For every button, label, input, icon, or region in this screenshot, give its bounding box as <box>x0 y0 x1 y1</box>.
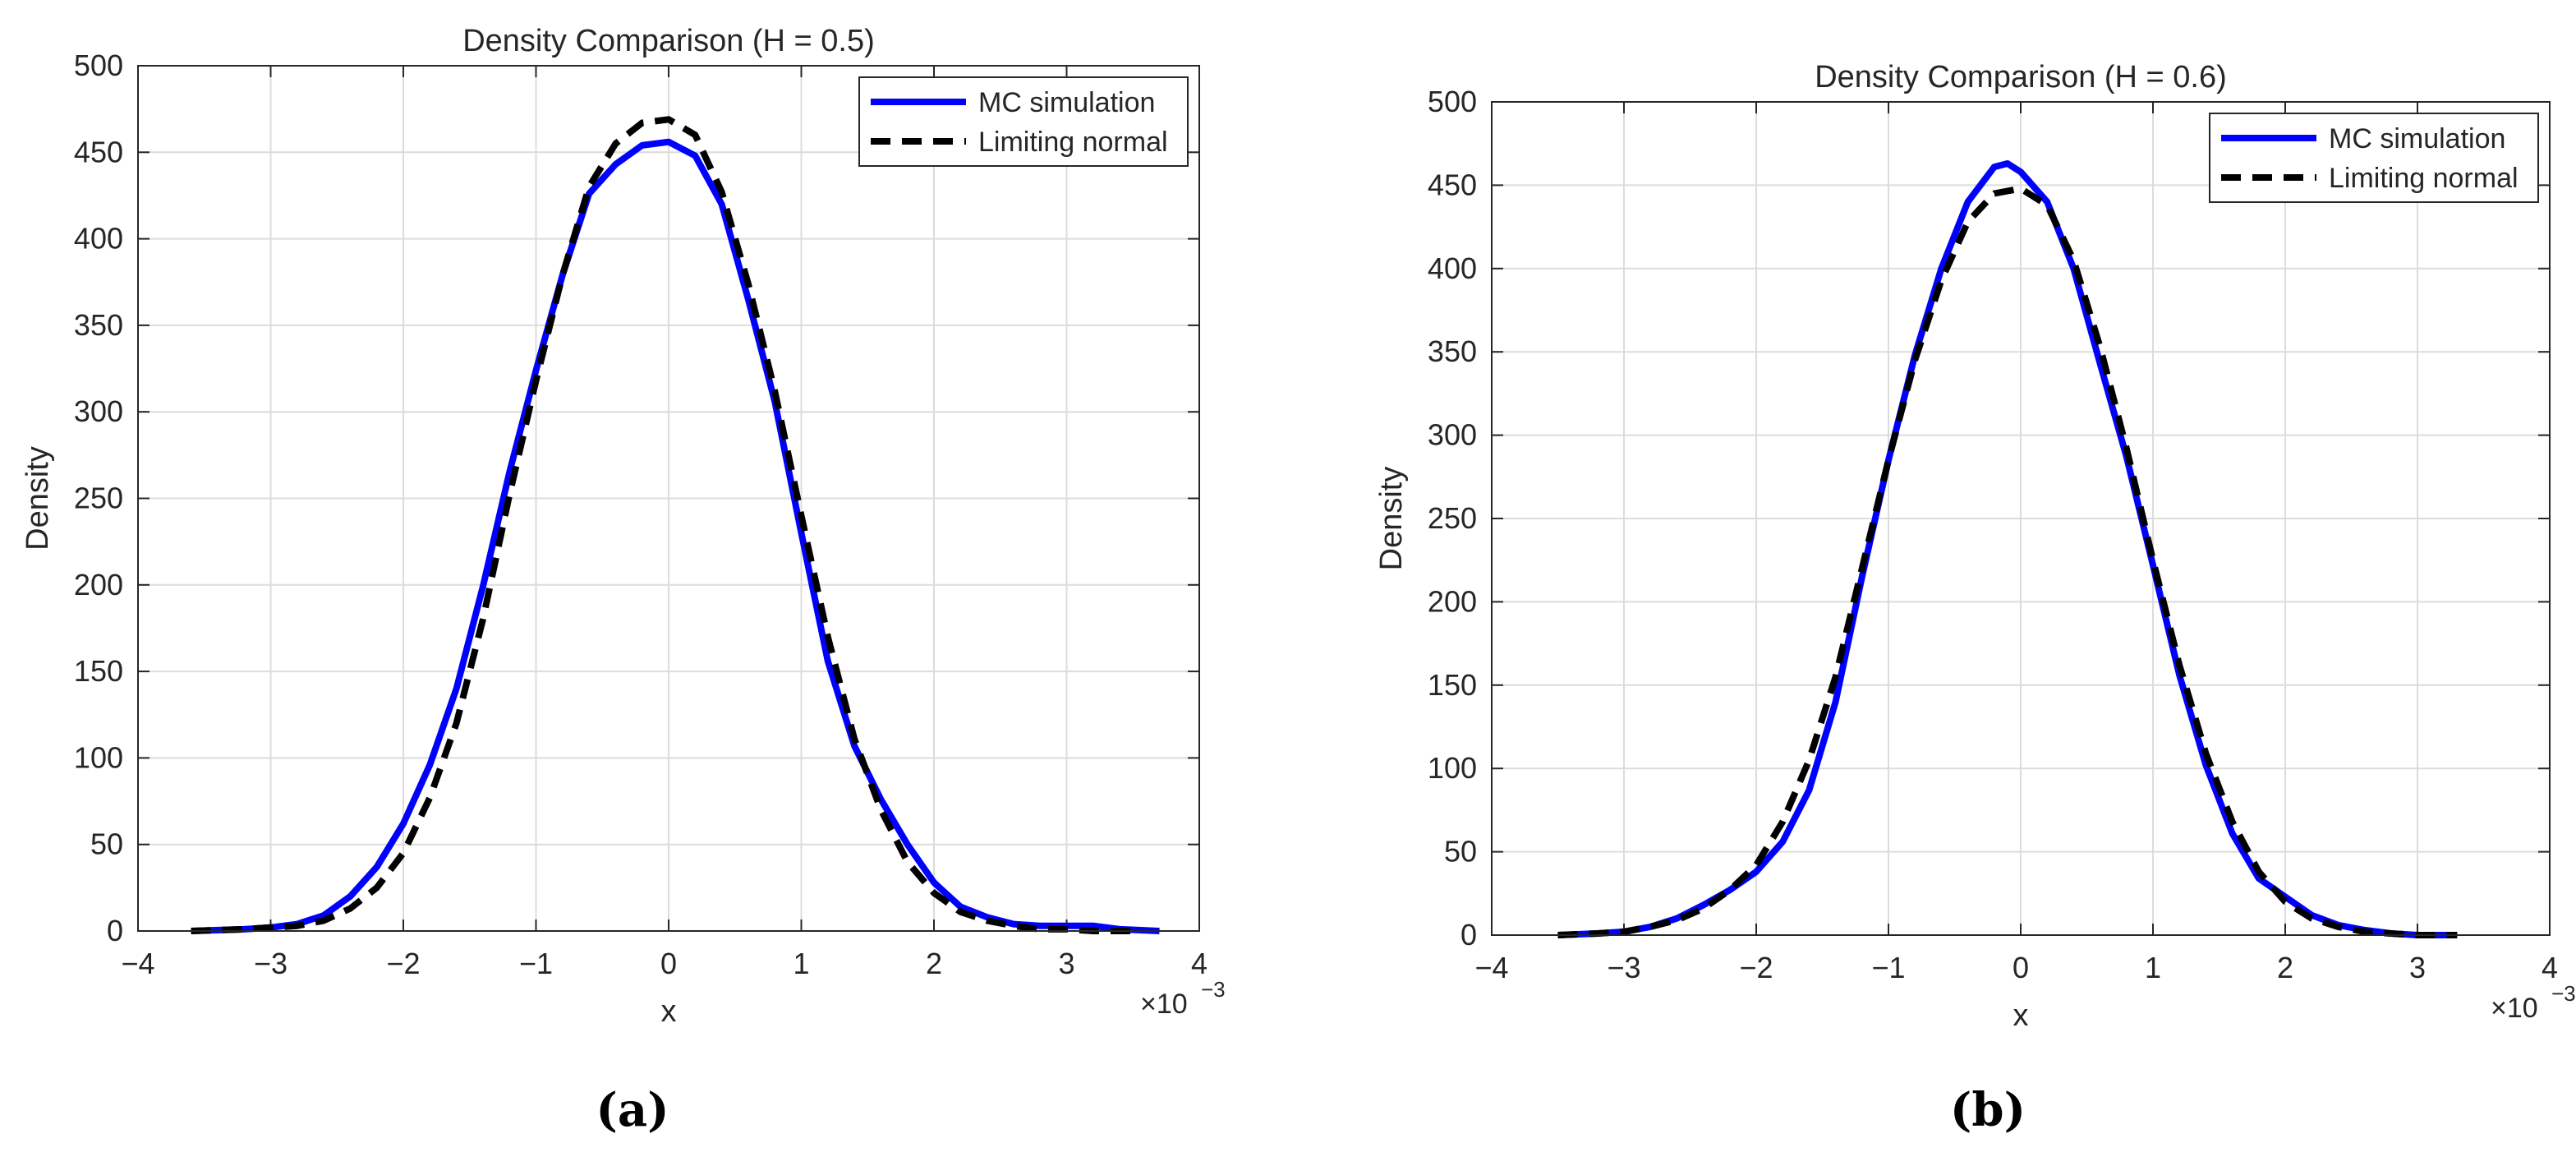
x-tick-label: 4 <box>1191 947 1208 980</box>
y-tick-label: 350 <box>74 308 123 342</box>
legend-label: Limiting normal <box>2329 163 2518 194</box>
y-tick-label: 100 <box>1428 751 1477 785</box>
x-tick-label: −1 <box>519 947 553 980</box>
panel-caption: (a) <box>596 1083 669 1137</box>
x-tick-label: 2 <box>926 947 942 980</box>
y-tick-label: 50 <box>1444 835 1477 869</box>
x-tick-label: 0 <box>2012 951 2029 984</box>
y-tick-label: 450 <box>1428 168 1477 201</box>
x-tick-label: 0 <box>660 947 677 980</box>
chart-panel-a: −4 −3 −2 −1 0 1 2 3 4 0 50 100 150 200 250 300 350 400 450… <box>21 24 1226 1137</box>
y-tick-label: 350 <box>1428 334 1477 368</box>
y-tick-label: 400 <box>1428 251 1477 285</box>
x-axis-label: x <box>2013 998 2029 1033</box>
y-tick-label: 100 <box>74 740 123 774</box>
x-tick-label: −1 <box>1871 951 1905 984</box>
x-exponent-label: ×10 <box>2491 993 2538 1024</box>
y-tick-label: 450 <box>74 135 123 168</box>
chart-title: Density Comparison (H = 0.6) <box>1815 60 2227 94</box>
x-tick-label: 4 <box>2542 951 2558 984</box>
x-tick-label: −2 <box>386 947 420 980</box>
x-tick-label: 2 <box>2277 951 2293 984</box>
axes-box <box>137 65 1200 932</box>
x-tick-label: −4 <box>1474 951 1508 984</box>
y-tick-label: 150 <box>74 654 123 688</box>
y-tick-label: 200 <box>1428 584 1477 618</box>
panel-caption: (b) <box>1950 1083 2026 1137</box>
y-tick-label: 500 <box>74 48 123 82</box>
y-tick-label: 250 <box>74 482 123 515</box>
y-tick-label: 250 <box>1428 501 1477 535</box>
chart-panel-b: −4 −3 −2 −1 0 1 2 3 4 0 50 100 150 200 250 300 350 400 450… <box>1374 60 2576 1137</box>
x-tick-label: 1 <box>793 947 809 980</box>
legend-box <box>858 76 1189 167</box>
x-tick-label: 3 <box>2409 951 2426 984</box>
x-axis-label: x <box>661 994 677 1029</box>
x-exponent-power: −3 <box>2551 981 2576 1006</box>
x-tick-label: −2 <box>1739 951 1773 984</box>
y-tick-label: 0 <box>1460 918 1477 952</box>
legend-label: MC simulation <box>2329 123 2505 154</box>
y-tick-label: 200 <box>74 568 123 601</box>
x-tick-label: −4 <box>121 947 154 980</box>
legend-box <box>2209 113 2539 203</box>
x-tick-label: 1 <box>2145 951 2161 984</box>
x-tick-label: −3 <box>1607 951 1640 984</box>
x-exponent-label: ×10 <box>1140 989 1188 1020</box>
axes-box <box>1491 101 2551 936</box>
y-axis-label: Density <box>1374 467 1409 571</box>
y-tick-label: 300 <box>74 394 123 428</box>
series-line-limiting-normal <box>1557 185 2458 938</box>
x-exponent-power: −3 <box>1201 977 1226 1002</box>
y-tick-label: 0 <box>107 914 123 947</box>
x-tick-label: 3 <box>1058 947 1074 980</box>
y-tick-label: 50 <box>90 827 123 861</box>
legend-label: Limiting normal <box>978 127 1168 158</box>
y-tick-label: 150 <box>1428 668 1477 702</box>
x-tick-label: −3 <box>254 947 288 980</box>
legend-label: MC simulation <box>978 87 1155 118</box>
y-tick-label: 500 <box>1428 85 1477 118</box>
y-tick-label: 400 <box>74 222 123 256</box>
y-axis-label: Density <box>21 446 55 551</box>
chart-title: Density Comparison (H = 0.5) <box>462 24 875 58</box>
y-tick-label: 300 <box>1428 418 1477 452</box>
series-line-limiting-normal <box>191 116 1134 934</box>
